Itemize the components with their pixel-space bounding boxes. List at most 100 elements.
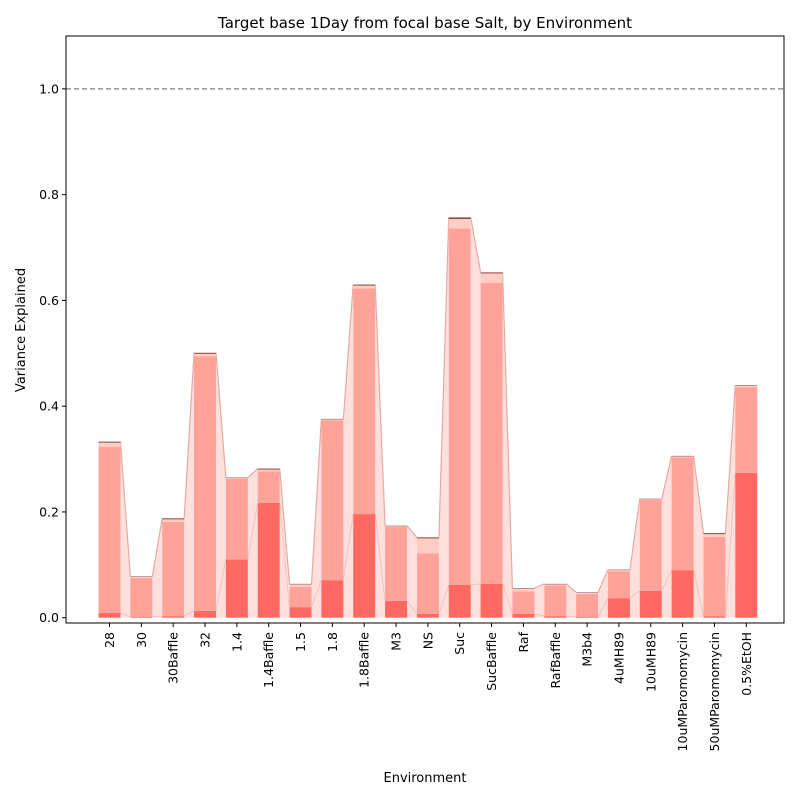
connector-line [597, 569, 609, 593]
bar-segment [194, 356, 217, 611]
bar-segment [194, 353, 217, 357]
bar-segment [735, 472, 758, 618]
x-tick-label: NS [420, 632, 435, 649]
bar-segment [480, 583, 503, 618]
y-tick-label: 0.2 [39, 504, 59, 519]
connector-line [310, 418, 322, 584]
connector-line [629, 498, 641, 570]
bar-segment [162, 616, 185, 618]
connector-line [661, 569, 673, 591]
bar-segment [639, 499, 662, 500]
x-tick-label: M3 [389, 632, 404, 651]
plot-frame [65, 35, 785, 624]
connector-line [565, 583, 577, 593]
x-tick-label: Suc [452, 632, 467, 655]
y-axis: 0.0 0.2 0.4 0.6 0.8 1.0 [39, 81, 66, 625]
bar-segment [480, 273, 503, 283]
y-tick-label: 1.0 [39, 81, 59, 96]
bar-segment [576, 616, 599, 618]
y-tick-label: 0.0 [39, 610, 59, 625]
bar-segment [576, 592, 599, 594]
x-tick-label: 0.5%EtOH [739, 632, 754, 696]
bars-layer [98, 217, 758, 618]
connector-band [566, 583, 577, 618]
connector-band [438, 217, 449, 618]
bar-segment [639, 498, 662, 500]
y-tick-label: 0.8 [39, 187, 59, 202]
x-tick-label: 28 [102, 632, 117, 648]
bar-segment [607, 598, 630, 618]
bar-segment [512, 591, 535, 615]
bar-segment [544, 584, 567, 586]
bar-segment [512, 614, 535, 618]
x-tick-label: 1.8Baffle [357, 632, 372, 688]
connector-line [438, 584, 450, 615]
connector-band [184, 352, 195, 618]
connector-band [629, 498, 640, 618]
bar-segment [735, 387, 758, 473]
x-tick-label: 4uMH89 [611, 632, 626, 684]
connector-line [502, 583, 513, 615]
bar-segment [607, 571, 630, 599]
x-tick-label: 1.4Baffle [261, 632, 276, 688]
bar-segment [416, 538, 439, 554]
connector-line [629, 590, 641, 599]
bar-segment [353, 285, 376, 289]
connector-line [438, 217, 450, 538]
bar-segment [98, 446, 121, 613]
bar-segment [289, 587, 312, 608]
connector-band [725, 385, 736, 618]
bar-segment [607, 570, 630, 572]
connector-line [183, 352, 195, 519]
connector-line [534, 613, 545, 617]
bar-segment [98, 442, 121, 447]
connector-band [534, 583, 545, 618]
bar-segment [735, 385, 758, 388]
connector-line [374, 514, 386, 601]
connector-line [724, 472, 736, 617]
x-tick-label: 1.4 [229, 632, 244, 652]
bar-segment [162, 519, 185, 522]
bar-segment [353, 514, 376, 618]
bar-segment [162, 521, 185, 617]
bar-segment [671, 570, 694, 618]
x-tick-label: RafBaffle [548, 632, 563, 689]
bar-segment [671, 457, 694, 571]
connector-band [247, 468, 258, 618]
bar-segment [225, 477, 248, 479]
bar-segment [385, 525, 408, 527]
connector-line [470, 217, 482, 273]
bar-segment [130, 576, 153, 579]
bar-segment [257, 468, 280, 470]
bar-segment [544, 585, 567, 617]
bar-segment [162, 518, 185, 520]
bar-segment [480, 272, 503, 274]
bar-segment [416, 537, 439, 539]
x-axis-label: Environment [383, 771, 466, 786]
connector-band [598, 569, 608, 618]
bar-segment [480, 282, 503, 584]
connector-line [661, 455, 673, 499]
bar-segment [353, 284, 376, 286]
bar-segment [98, 441, 121, 443]
connector-line [693, 570, 704, 617]
connector-line [534, 583, 545, 589]
bar-segment [607, 569, 630, 571]
connector-line [342, 513, 354, 581]
connector-line [597, 597, 609, 617]
bar-segment [703, 534, 726, 537]
x-tick-label: 10uMParomomycin [675, 632, 690, 751]
bar-segment [289, 607, 312, 618]
bar-segment [225, 559, 248, 618]
bar-segment [321, 580, 344, 618]
bar-segment [544, 583, 567, 585]
x-tick-label: Raf [516, 631, 531, 652]
connector-line [279, 468, 291, 584]
bar-segment [703, 536, 726, 617]
bar-segment [735, 385, 758, 386]
connector-line [406, 525, 418, 538]
connector-line [693, 455, 705, 534]
bar-segment [544, 616, 567, 618]
x-axis: 28 30 30Baffle 32 1.4 1.4Baffle 1.5 1.8 1.8Baffl… [102, 623, 754, 751]
